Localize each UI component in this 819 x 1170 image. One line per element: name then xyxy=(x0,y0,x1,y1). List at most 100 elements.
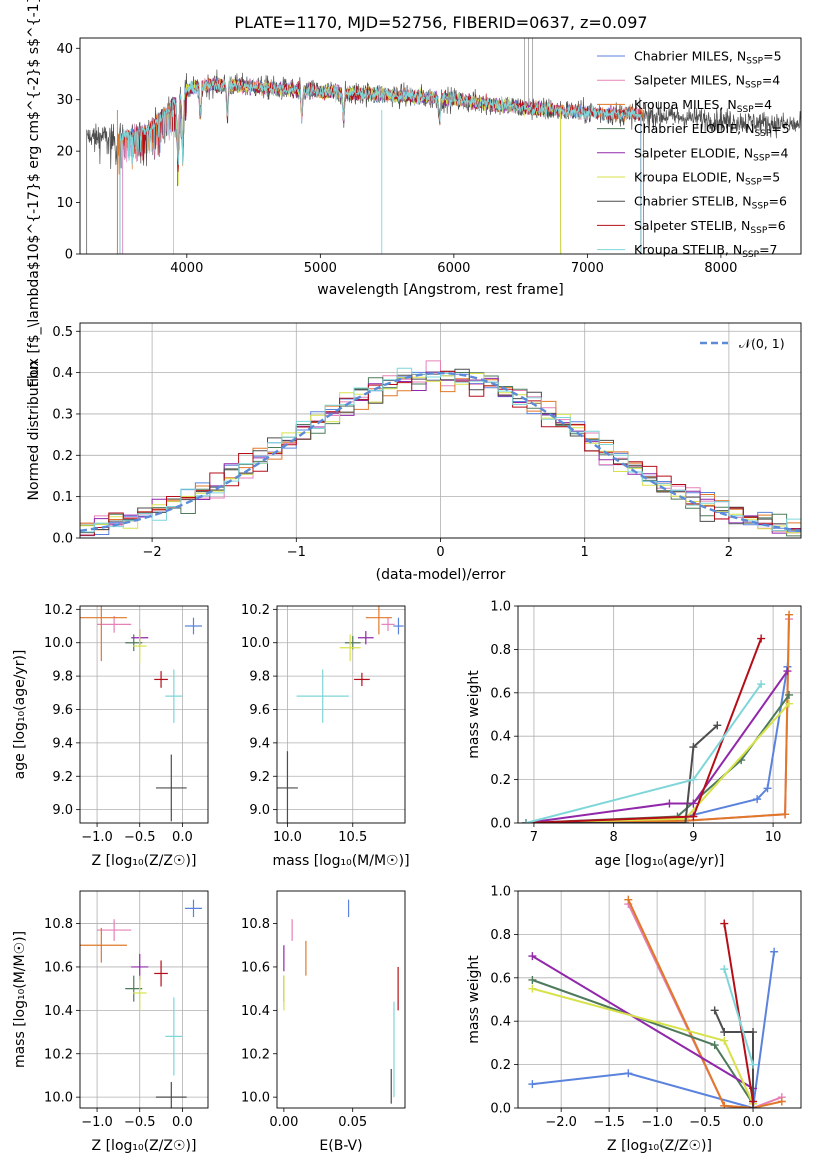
spectrum-line xyxy=(119,76,642,254)
y-tick-label: 0.8 xyxy=(490,643,511,658)
y-axis-label: mass weight xyxy=(466,955,482,1044)
y-tick-label: 10 xyxy=(56,196,73,211)
mass-weight-marker xyxy=(785,690,794,699)
y-tick-label: 0.2 xyxy=(490,1058,511,1073)
mass-weight-marker xyxy=(528,984,537,993)
x-tick-label: −1 xyxy=(287,545,306,560)
spectrum-frame xyxy=(79,37,802,255)
x-tick-label: 2 xyxy=(725,545,733,560)
mass-weight-marker xyxy=(720,1101,729,1108)
mass-weight-line xyxy=(723,968,754,1065)
y-tick-label: 1.0 xyxy=(490,885,511,900)
massweight_vs_Z-panel: −2.0 −1.5 −1.0 −0.5 0.0 0.0 0.2 0.4 0.6 0.8 1.0 Z [… xyxy=(466,885,802,1154)
age_vs_Z-grid xyxy=(80,606,208,823)
x-tick-label: 10 xyxy=(765,830,782,845)
legend-label-sub: SSP xyxy=(742,250,759,260)
mass-weight-marker xyxy=(757,680,766,689)
y-tick-label: 9.6 xyxy=(249,703,270,718)
x-tick-label: −1.0 xyxy=(81,830,113,845)
legend-label-name: Salpeter MILES, N xyxy=(634,73,745,88)
y-tick-label: 10.6 xyxy=(241,960,270,975)
legend-label-suffix: =6 xyxy=(767,218,785,233)
mass-weight-marker xyxy=(749,1060,758,1069)
x-axis-label: wavelength [Angstrom, rest frame] xyxy=(317,282,563,298)
x-tick-label: 0.0 xyxy=(172,830,193,845)
y-axis-label: mass weight xyxy=(466,670,482,759)
mass-weight-line xyxy=(713,1009,754,1108)
mass-weight-marker xyxy=(720,965,729,974)
y-tick-label: 10.2 xyxy=(241,603,270,618)
legend-label: Chabrier ELODIE, NSSP=5 xyxy=(634,121,790,139)
y-tick-label: 10.0 xyxy=(44,1091,73,1106)
legend: 𝒩(0, 1) xyxy=(700,336,785,351)
legend-label-name: Salpeter ELODIE, N xyxy=(634,145,753,160)
x-axis-label: age [log₁₀(age/yr)] xyxy=(595,853,725,869)
y-axis-label: age [log₁₀(age/yr)] xyxy=(12,650,28,780)
mass-weight-marker xyxy=(665,799,674,808)
y-tick-label: 0.0 xyxy=(490,817,511,832)
y-tick-label: 10.4 xyxy=(241,1004,270,1019)
legend-label-sub: SSP xyxy=(750,226,767,236)
x-tick-label: 8000 xyxy=(704,261,737,276)
mass_vs_Z-frame xyxy=(79,890,209,1109)
y-tick-label: 20 xyxy=(56,145,73,160)
y-tick-label: 9.8 xyxy=(249,670,270,685)
spectrum-line xyxy=(117,77,644,254)
mass-weight-marker xyxy=(689,743,698,752)
y-tick-label: 0.3 xyxy=(52,407,73,422)
y-tick-label: 0.4 xyxy=(490,1015,511,1030)
gaussian-curve xyxy=(80,371,801,532)
y-tick-label: 0.6 xyxy=(490,686,511,701)
legend-label-sub: SSP xyxy=(752,202,769,212)
residuals-plot-area xyxy=(80,360,801,537)
legend-label-name: Salpeter STELIB, N xyxy=(634,218,750,233)
massweight_vs_age-frame xyxy=(517,605,802,824)
y-tick-label: 9.4 xyxy=(52,736,73,751)
mass-weight-marker xyxy=(624,1069,633,1078)
mass-weight-marker xyxy=(753,795,762,804)
y-tick-label: 30 xyxy=(56,93,73,108)
x-axis-label: Z [log₁₀(Z/Z☉)] xyxy=(92,1138,197,1154)
y-tick-label: 10.4 xyxy=(44,1004,73,1019)
x-tick-label: 8 xyxy=(610,830,618,845)
massweight_vs_Z-grid xyxy=(518,890,801,1109)
mass-weight-marker xyxy=(689,799,698,808)
mass-weight-line xyxy=(526,724,718,823)
x-tick-label: −1.0 xyxy=(81,1115,113,1130)
mass-weight-marker xyxy=(713,721,722,730)
y-axis-label: Flux [f$_\lambda$10$^{-17}$ erg cm$^{-2}… xyxy=(26,0,42,387)
legend-label-suffix: =4 xyxy=(754,97,772,112)
y-tick-label: 10.6 xyxy=(44,960,73,975)
y-tick-label: 0.1 xyxy=(52,490,73,505)
age_vs_mass-plot-area xyxy=(277,606,404,823)
mass-weight-line xyxy=(525,670,789,823)
x-tick-label: −1.0 xyxy=(641,1115,673,1130)
mass-weight-marker xyxy=(781,810,790,819)
x-axis-label: mass [log₁₀(M/M☉)] xyxy=(272,853,409,869)
x-tick-label: 9 xyxy=(689,830,697,845)
legend-label-sub: SSP xyxy=(745,81,762,91)
legend-label: Chabrier STELIB, NSSP=6 xyxy=(634,194,787,212)
mass-weight-line xyxy=(525,638,763,823)
mass-weight-marker xyxy=(521,819,530,823)
spectrum-panel: 4000 5000 6000 7000 8000 0 10 20 30 40 wavelength … xyxy=(26,0,802,387)
mass-weight-marker xyxy=(710,1041,719,1050)
y-tick-label: 9.2 xyxy=(249,770,270,785)
x-tick-label: −1.5 xyxy=(593,1115,625,1130)
y-tick-label: 10.0 xyxy=(241,1091,270,1106)
legend-label-sub: SSP xyxy=(737,105,754,115)
mass_vs_Z-grid xyxy=(80,891,208,1108)
x-tick-label: −0.5 xyxy=(124,1115,156,1130)
y-tick-label: 1.0 xyxy=(490,600,511,615)
legend-label: Salpeter STELIB, NSSP=6 xyxy=(634,218,786,236)
x-tick-label: 4000 xyxy=(170,261,203,276)
mass-weight-line xyxy=(532,951,776,1108)
y-tick-label: 10.8 xyxy=(44,917,73,932)
mass-weight-marker xyxy=(757,634,766,643)
x-axis-label: Z [log₁₀(Z/Z☉)] xyxy=(92,853,197,869)
y-tick-label: 0.6 xyxy=(490,971,511,986)
x-tick-label: 0.0 xyxy=(743,1115,764,1130)
legend-label-name: Chabrier ELODIE, N xyxy=(634,121,754,136)
y-tick-label: 0.0 xyxy=(52,532,73,547)
